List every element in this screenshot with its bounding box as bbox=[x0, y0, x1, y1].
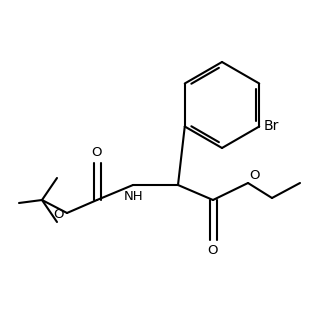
Text: O: O bbox=[92, 146, 102, 159]
Text: Br: Br bbox=[263, 119, 279, 134]
Text: O: O bbox=[208, 244, 218, 257]
Text: O: O bbox=[249, 169, 259, 182]
Text: NH: NH bbox=[124, 190, 144, 203]
Text: O: O bbox=[53, 208, 64, 220]
